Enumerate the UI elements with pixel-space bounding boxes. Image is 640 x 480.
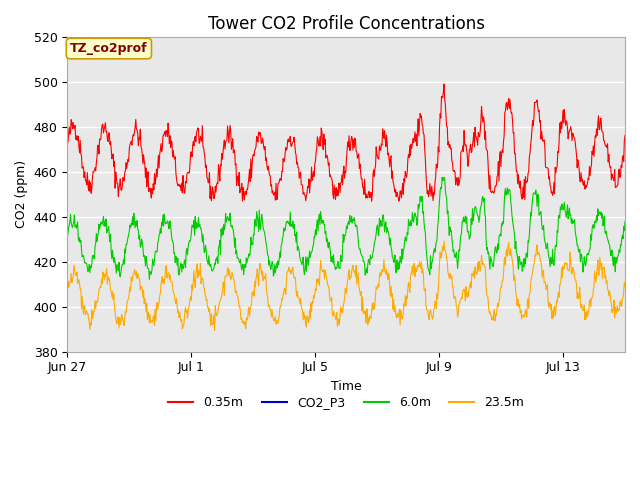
Line: 0.35m: 0.35m <box>67 84 625 201</box>
0.35m <box>195 126 202 132</box>
0.35m <box>515 180 523 186</box>
6.0m <box>145 276 153 282</box>
0.35m <box>440 81 448 87</box>
X-axis label: Time: Time <box>331 380 362 393</box>
6.0m <box>515 253 523 259</box>
23.5m <box>380 257 388 263</box>
23.5m <box>515 304 523 310</box>
6.0m <box>297 257 305 263</box>
6.0m <box>63 234 71 240</box>
0.35m <box>296 171 304 177</box>
0.35m <box>83 170 91 176</box>
23.5m <box>621 284 629 289</box>
Title: Tower CO2 Profile Concentrations: Tower CO2 Profile Concentrations <box>207 15 484 33</box>
23.5m <box>297 295 305 301</box>
Line: 6.0m: 6.0m <box>67 178 625 279</box>
23.5m <box>195 267 202 273</box>
0.35m <box>621 132 629 138</box>
6.0m <box>440 175 448 180</box>
Y-axis label: CO2 (ppm): CO2 (ppm) <box>15 160 28 228</box>
6.0m <box>195 223 203 229</box>
23.5m <box>267 307 275 313</box>
6.0m <box>380 219 388 225</box>
23.5m <box>63 288 71 294</box>
23.5m <box>83 311 91 317</box>
0.35m <box>266 173 274 179</box>
Legend: 0.35m, CO2_P3, 6.0m, 23.5m: 0.35m, CO2_P3, 6.0m, 23.5m <box>163 391 529 414</box>
Line: 23.5m: 23.5m <box>67 241 625 330</box>
0.35m <box>380 135 388 141</box>
6.0m <box>621 219 629 225</box>
23.5m <box>211 327 218 333</box>
0.35m <box>63 140 71 145</box>
6.0m <box>267 266 275 272</box>
6.0m <box>83 264 91 270</box>
Text: TZ_co2prof: TZ_co2prof <box>70 42 148 55</box>
23.5m <box>440 238 448 244</box>
0.35m <box>368 198 376 204</box>
